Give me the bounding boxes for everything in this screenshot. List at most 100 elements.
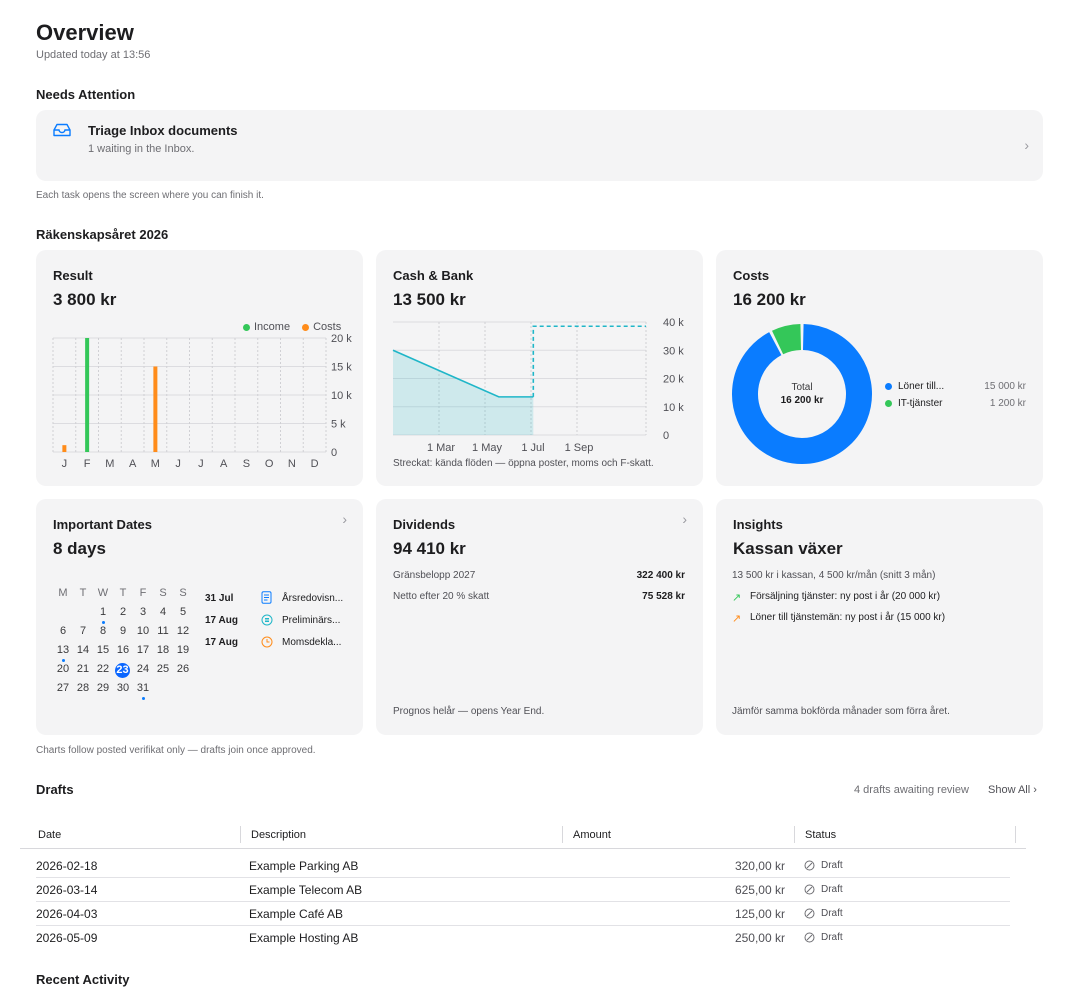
column-header-amount[interactable]: Amount [573,829,611,841]
column-divider[interactable] [794,826,795,843]
cash-area [393,350,534,435]
donut-slice[interactable] [732,324,872,464]
column-header-status[interactable]: Status [805,829,837,841]
netto-value: 75 528 kr [642,591,685,602]
cash-line-projected[interactable] [532,325,646,397]
calendar-day[interactable]: 30 [116,682,130,694]
chevron-right-icon: › [682,511,687,527]
calendar-day[interactable]: 11 [157,625,169,637]
show-all-link[interactable]: Show All › [988,784,1037,796]
updated-timestamp: Updated today at 13:56 [36,49,151,61]
calendar-day[interactable]: 6 [59,625,67,637]
donut-center-value: 16 200 kr [780,395,824,406]
calendar-day[interactable]: 27 [56,682,70,694]
calendar-day[interactable]: 24 [136,663,150,675]
x-tick-label: S [243,458,250,470]
event-name[interactable]: Momsdekla... [282,637,342,648]
calendar-day[interactable]: 9 [119,625,127,637]
attention-footnote: Each task opens the screen where you can… [36,190,264,201]
draft-date: 2026-04-03 [36,907,98,921]
cash-line-actual[interactable] [392,349,534,398]
costs-legend-item: Löner till... [885,381,944,392]
calendar-day[interactable]: 14 [76,644,90,656]
insights-card[interactable]: Insights Kassan växer 13 500 kr i kassan… [716,499,1043,735]
bar-income[interactable] [85,338,90,452]
column-header-date[interactable]: Date [38,829,62,841]
calendar-day[interactable]: 29 [96,682,110,694]
cash-bank-card[interactable]: Cash & Bank 13 500 kr 0 10 k 20 k 30 k 40 k 1… [376,250,703,486]
calendar-day[interactable]: 3 [139,606,147,618]
x-tick-label: A [220,458,228,470]
event-name[interactable]: Preliminärs... [282,615,341,626]
legend-swatch [885,383,892,390]
draft-circle-icon [804,932,815,943]
costs-legend-label: Costs [313,321,342,333]
x-tick-label: 1 May [472,442,502,454]
weekday-label: S [179,587,187,599]
calendar-day[interactable]: 13 [56,644,70,656]
bar-costs[interactable] [153,366,158,453]
column-divider[interactable] [1015,826,1016,843]
cash-title: Cash & Bank [393,268,474,283]
calendar-day[interactable]: 22 [96,663,110,675]
needs-attention-heading: Needs Attention [36,87,136,102]
calendar-day[interactable]: 18 [156,644,170,656]
calendar-day[interactable]: 15 [96,644,110,656]
calendar-day[interactable]: 10 [136,625,150,637]
costs-donut-chart [732,324,872,464]
insights-summary: 13 500 kr i kassan, 4 500 kr/mån (snitt … [732,570,936,581]
calendar-day[interactable]: 2 [119,606,127,618]
fiscal-year-heading: Räkenskapsåret 2026 [36,227,169,242]
chevron-right-icon: › [1024,137,1029,153]
calendar-day[interactable]: 28 [76,682,90,694]
column-header-description[interactable]: Description [251,829,307,841]
column-divider[interactable] [240,826,241,843]
calendar-day-today[interactable]: 23 [115,663,130,678]
x-tick-label: A [129,458,137,470]
calendar-day[interactable]: 7 [79,625,87,637]
insights-footnote: Jämför samma bokförda månader som förra … [732,706,950,717]
calendar-day[interactable]: 4 [159,606,167,618]
x-tick-label: N [288,458,296,470]
result-value: 3 800 kr [53,290,117,309]
insights-title: Insights [733,517,783,532]
event-name[interactable]: Årsredovisn... [282,593,344,604]
x-tick-label: M [105,458,114,470]
weekday-label: T [79,587,87,599]
triage-inbox-task[interactable]: Triage Inbox documents 1 waiting in the … [36,110,1043,181]
calendar-day[interactable]: 8 [99,625,107,637]
calendar-day[interactable]: 25 [156,663,170,675]
x-tick-label: J [175,458,181,470]
calendar-day[interactable]: 20 [56,663,70,675]
calendar-day[interactable]: 16 [116,644,130,656]
result-bar-chart: 0 5 k 10 k 15 k 20 k J F M A M J J A S O N D [52,333,352,470]
page-title: Overview [36,20,134,45]
calendar-day[interactable]: 1 [99,606,107,618]
column-divider[interactable] [562,826,563,843]
calendar-day[interactable]: 21 [76,663,90,675]
calendar-day[interactable]: 31 [136,682,150,694]
dividends-card[interactable]: Dividends 94 410 kr › Gränsbelopp 2027 3… [376,499,703,735]
netto-label: Netto efter 20 % skatt [393,591,490,602]
donut-slice[interactable] [772,324,802,355]
draft-description: Example Hosting AB [249,931,359,945]
calendar-day[interactable]: 17 [136,644,150,656]
calendar-day[interactable]: 12 [176,625,190,637]
result-title: Result [53,268,93,283]
draft-amount: 625,00 kr [734,883,785,897]
show-all-label: Show All [988,784,1031,796]
costs-card[interactable]: Costs 16 200 kr Total 16 200 kr Löner ti… [716,250,1043,486]
event-marker [62,659,65,662]
calendar-day[interactable]: 26 [176,663,190,675]
cash-value: 13 500 kr [393,290,466,309]
status-label: Draft [821,908,843,919]
dividends-title: Dividends [393,517,456,532]
result-card[interactable]: Result 3 800 kr Income Costs 0 5 k 10 k 15 … [36,250,363,486]
calendar-day[interactable]: 5 [179,606,187,618]
legend-label: IT-tjänster [898,398,943,409]
legend-amount: 15 000 kr [984,381,1026,392]
weekday-label: M [58,587,68,599]
calendar-day[interactable]: 19 [176,644,190,656]
bar-costs[interactable] [62,445,67,452]
